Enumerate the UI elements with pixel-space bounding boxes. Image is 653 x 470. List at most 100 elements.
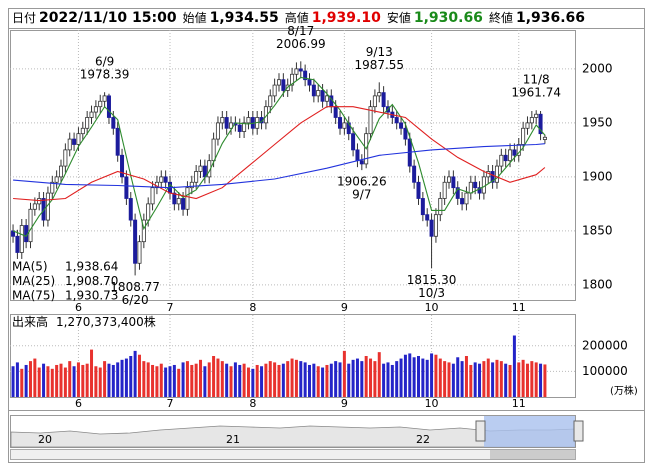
legend-value: 1,938.64 — [65, 260, 118, 274]
candle-body — [294, 68, 299, 75]
volume-bar — [299, 361, 303, 397]
volume-bar — [434, 354, 438, 397]
volume-bar — [199, 359, 203, 397]
candle-body — [316, 90, 321, 97]
volume-bar — [11, 366, 15, 397]
scrollbar[interactable] — [10, 449, 576, 460]
volume-bar — [430, 353, 434, 397]
volume-bar — [364, 356, 368, 397]
volume-bar — [525, 363, 529, 397]
candle-body — [512, 149, 517, 156]
candle-body — [281, 79, 286, 91]
legend-value: 1,908.70 — [65, 274, 118, 288]
volume-bar — [521, 359, 525, 397]
candle-body — [141, 219, 146, 243]
volume-bar — [24, 364, 28, 397]
volume-bar — [456, 357, 460, 397]
candle-body — [268, 95, 273, 108]
volume-bar — [111, 364, 115, 397]
header: 日付 2022/11/10 15:00 始値 1,934.55 高値 1,939.10 安値… — [12, 10, 585, 27]
volume-bar — [377, 352, 381, 397]
candle-body — [163, 176, 168, 183]
volume-bar — [495, 359, 499, 397]
volume-unit: (万株) — [610, 384, 638, 397]
scrollbar-thumb[interactable] — [490, 450, 575, 459]
annotation-value: 1961.74 — [511, 86, 561, 100]
volume-bar — [159, 363, 163, 397]
x-tick-label: 9 — [341, 301, 348, 314]
candle-body — [211, 138, 216, 162]
annotation-value: 1808.77 — [110, 280, 160, 294]
legend-value: 1,930.73 — [65, 289, 118, 303]
x-tick-label: 11 — [512, 301, 526, 314]
candle-body — [115, 127, 120, 156]
candle-body — [468, 181, 473, 194]
header-label: 安値 — [387, 10, 411, 25]
candle-body — [529, 117, 534, 124]
volume-bar — [512, 335, 516, 397]
volume-bar — [491, 362, 495, 397]
volume-bar — [499, 361, 503, 397]
candle-body — [351, 133, 356, 151]
candle-body — [359, 160, 364, 165]
candle-body — [381, 92, 386, 108]
volume-bar — [425, 359, 429, 397]
volume-bar — [355, 358, 359, 397]
volume-bar — [185, 361, 189, 397]
ma-line — [13, 143, 545, 189]
volume-bar — [517, 362, 521, 397]
candle-body — [333, 106, 338, 118]
legend-name: MA(25) — [12, 274, 55, 288]
candle-body — [455, 187, 460, 199]
navigator-handle-left[interactable] — [475, 420, 486, 442]
candle-body — [320, 90, 325, 102]
annotation-value: 2006.99 — [276, 37, 326, 51]
candle-body — [28, 208, 33, 243]
candle-body — [98, 100, 103, 108]
candle-body — [342, 122, 347, 129]
volume-latest: 1,270,373,400株 — [56, 314, 156, 329]
annotation-date: 9/7 — [352, 188, 371, 202]
candle-body — [37, 198, 42, 205]
candle-body — [429, 219, 434, 237]
candle-body — [242, 122, 247, 132]
candle-body — [368, 106, 373, 135]
header-value: 1,936.66 — [516, 10, 585, 26]
navigator-handle-right[interactable] — [573, 420, 584, 442]
candle-body — [50, 181, 55, 194]
candle-body — [220, 117, 225, 124]
candle-body — [442, 181, 447, 199]
header-value: 1,930.66 — [414, 10, 483, 26]
volume-bar — [382, 363, 386, 397]
volume-bar — [225, 363, 229, 397]
volume-bar — [312, 363, 316, 397]
x-tick-label: 9 — [341, 397, 348, 410]
navigator-selection[interactable] — [484, 416, 575, 447]
volume-bar — [81, 364, 85, 397]
x-tick-label: 8 — [249, 301, 256, 314]
volume-bar — [534, 362, 538, 397]
volume-bar — [334, 361, 338, 397]
volume-bar — [399, 358, 403, 397]
navigator-label: 20 — [38, 433, 52, 446]
candle-body — [303, 70, 308, 81]
candle-body — [477, 187, 482, 194]
volume-bar — [395, 361, 399, 397]
candle-body — [372, 95, 377, 108]
candle-body — [276, 79, 281, 86]
volume-bar — [85, 363, 89, 397]
volume-bar — [63, 367, 67, 397]
volume-bar — [539, 363, 543, 397]
header-label: 日付 — [12, 11, 36, 25]
candle-body — [32, 203, 37, 210]
volume-panel — [10, 314, 576, 398]
candle-body — [307, 79, 312, 86]
ma-line — [12, 76, 546, 237]
volume-bar — [281, 363, 285, 397]
volume-bar — [373, 361, 377, 397]
volume-bar — [207, 362, 211, 397]
candle-body — [433, 214, 438, 237]
annotation-date: 11/8 — [523, 73, 550, 87]
x-tick-label: 6 — [75, 397, 82, 410]
